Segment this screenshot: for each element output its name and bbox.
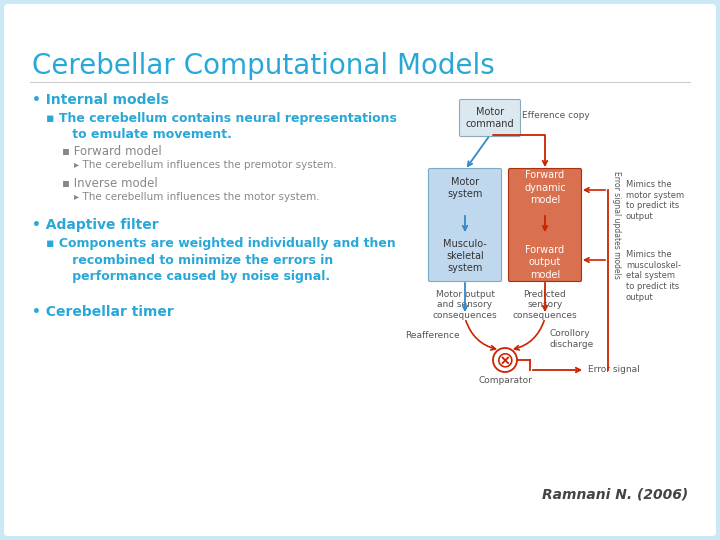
Text: Mimics the
musculoskel-
etal system
to predict its
output: Mimics the musculoskel- etal system to p… [626, 250, 681, 302]
Text: Ramnani N. (2006): Ramnani N. (2006) [541, 488, 688, 502]
Text: • Cerebellar timer: • Cerebellar timer [32, 305, 174, 319]
Text: Error signal updates models: Error signal updates models [612, 171, 621, 279]
Text: Efference copy: Efference copy [522, 111, 590, 120]
Text: Reafference: Reafference [405, 330, 460, 340]
FancyBboxPatch shape [459, 99, 521, 137]
Text: ▪ Components are weighted individually and then
      recombined to minimize the: ▪ Components are weighted individually a… [46, 237, 396, 283]
Text: ▪ Inverse model: ▪ Inverse model [62, 177, 158, 190]
Text: • Internal models: • Internal models [32, 93, 169, 107]
Text: Mimics the
motor system
to predict its
output: Mimics the motor system to predict its o… [626, 180, 684, 221]
FancyBboxPatch shape [4, 4, 716, 536]
Text: ▸ The cerebellum influences the premotor system.: ▸ The cerebellum influences the premotor… [74, 160, 337, 170]
Circle shape [493, 348, 517, 372]
Text: Corollory
discharge: Corollory discharge [550, 329, 594, 349]
Text: ⊗: ⊗ [495, 350, 514, 370]
Text: Motor output
and sensory
consequences: Motor output and sensory consequences [433, 290, 498, 320]
Text: Motor
system



Musculo-
skeletal
system: Motor system Musculo- skeletal system [443, 177, 487, 273]
Text: Motor
command: Motor command [466, 107, 514, 129]
Text: Error signal: Error signal [588, 366, 640, 375]
Text: ▪ Forward model: ▪ Forward model [62, 145, 162, 158]
FancyBboxPatch shape [428, 168, 502, 281]
Text: ▪ The cerebellum contains neural representations
      to emulate movement.: ▪ The cerebellum contains neural represe… [46, 112, 397, 141]
FancyBboxPatch shape [508, 168, 582, 281]
Text: Predicted
sensory
consequences: Predicted sensory consequences [513, 290, 577, 320]
Text: ▸ The cerebellum influences the motor system.: ▸ The cerebellum influences the motor sy… [74, 192, 320, 202]
Text: Cerebellar Computational Models: Cerebellar Computational Models [32, 52, 495, 80]
Text: Comparator: Comparator [478, 376, 532, 385]
Text: Forward
dynamic
model



Forward
output
model: Forward dynamic model Forward output mod… [524, 171, 566, 280]
Text: • Adaptive filter: • Adaptive filter [32, 218, 158, 232]
